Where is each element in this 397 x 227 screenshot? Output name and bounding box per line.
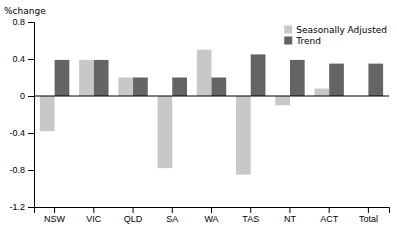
- x-tick-mark: [54, 207, 55, 213]
- legend-label: Seasonally Adjusted: [296, 25, 387, 35]
- bar: [275, 96, 290, 105]
- x-tick: WA: [204, 207, 218, 224]
- x-tick: NSW: [44, 207, 66, 224]
- bar: [197, 50, 212, 96]
- y-tick-mark: [28, 170, 34, 171]
- legend: Seasonally AdjustedTrend: [284, 25, 387, 46]
- y-tick: 0: [20, 91, 34, 101]
- bar: [251, 54, 266, 96]
- bars: [40, 50, 383, 175]
- y-tick: 0.8: [12, 17, 34, 27]
- y-tick-mark: [28, 59, 34, 60]
- bar: [236, 96, 251, 175]
- x-tick-mark: [368, 207, 369, 213]
- x-tick-mark: [250, 207, 251, 213]
- x-tick-mark: [211, 207, 212, 213]
- bar: [118, 78, 133, 97]
- x-tick: SA: [166, 207, 178, 224]
- bar: [329, 64, 344, 96]
- legend-swatch: [284, 26, 292, 34]
- y-tick-mark: [28, 96, 34, 97]
- x-tick-mark: [93, 207, 94, 213]
- x-tick-label: Total: [359, 214, 378, 224]
- x-tick-label: NT: [284, 214, 296, 224]
- x-tick: NT: [284, 207, 296, 224]
- x-tick: VIC: [86, 207, 102, 224]
- x-tick: Total: [359, 207, 378, 224]
- y-tick-label: -0.4: [9, 128, 25, 138]
- bar: [212, 78, 227, 97]
- x-tick-mark: [172, 207, 173, 213]
- legend-item: Seasonally Adjusted: [284, 25, 387, 35]
- bar: [290, 60, 305, 96]
- x-tick: TAS: [242, 207, 259, 224]
- zero-line: [34, 96, 389, 97]
- x-tick-label: ACT: [320, 214, 339, 224]
- x-tick-label: WA: [204, 214, 218, 224]
- legend-label: Trend: [295, 36, 321, 46]
- bar: [79, 60, 94, 96]
- bar: [158, 96, 173, 168]
- x-tick-mark: [289, 207, 290, 213]
- bar: [55, 60, 70, 96]
- x-tick-label: TAS: [242, 214, 259, 224]
- legend-item: Trend: [284, 36, 321, 46]
- bar: [94, 60, 109, 96]
- legend-swatch: [284, 37, 292, 45]
- y-tick-label: -0.8: [9, 165, 25, 175]
- y-label: %change: [4, 6, 46, 16]
- x-tick-mark: [329, 207, 330, 213]
- y-axis: -1.2 -0.8 -0.4 0 0.4 0.8: [9, 17, 34, 212]
- x-tick-label: SA: [166, 214, 178, 224]
- bar: [133, 78, 148, 97]
- y-tick-mark: [28, 207, 34, 208]
- y-tick-label: 0: [20, 91, 25, 101]
- y-tick: -0.4: [9, 128, 34, 138]
- chart: -1.2 -0.8 -0.4 0 0.4 0.8 NSW VIC QLD SA WA TAS NT ACT…: [0, 0, 397, 227]
- bar: [368, 64, 383, 96]
- bar-series: [40, 50, 329, 175]
- y-tick-mark: [28, 22, 34, 23]
- bar: [40, 96, 55, 131]
- x-axis: NSW VIC QLD SA WA TAS NT ACT Total: [35, 207, 390, 224]
- y-tick-label: -1.2: [9, 202, 25, 212]
- y-tick-label: 0.4: [12, 54, 25, 64]
- y-tick-label: 0.8: [12, 17, 25, 27]
- y-tick: -0.8: [9, 165, 34, 175]
- bar: [314, 89, 329, 96]
- bar-series: [55, 54, 384, 96]
- y-tick-mark: [28, 133, 34, 134]
- x-axis-line: [35, 208, 390, 214]
- x-tick-mark: [133, 207, 134, 213]
- y-tick: -1.2: [9, 202, 34, 212]
- x-tick-label: VIC: [86, 214, 102, 224]
- x-tick-label: QLD: [124, 214, 143, 224]
- bar: [172, 78, 187, 97]
- x-tick-label: NSW: [44, 214, 66, 224]
- y-axis-line: [28, 23, 35, 208]
- y-tick: 0.4: [12, 54, 34, 64]
- x-tick: ACT: [320, 207, 339, 224]
- plot: -1.2 -0.8 -0.4 0 0.4 0.8 NSW VIC QLD SA WA TAS NT ACT…: [9, 17, 389, 224]
- x-tick: QLD: [124, 207, 143, 224]
